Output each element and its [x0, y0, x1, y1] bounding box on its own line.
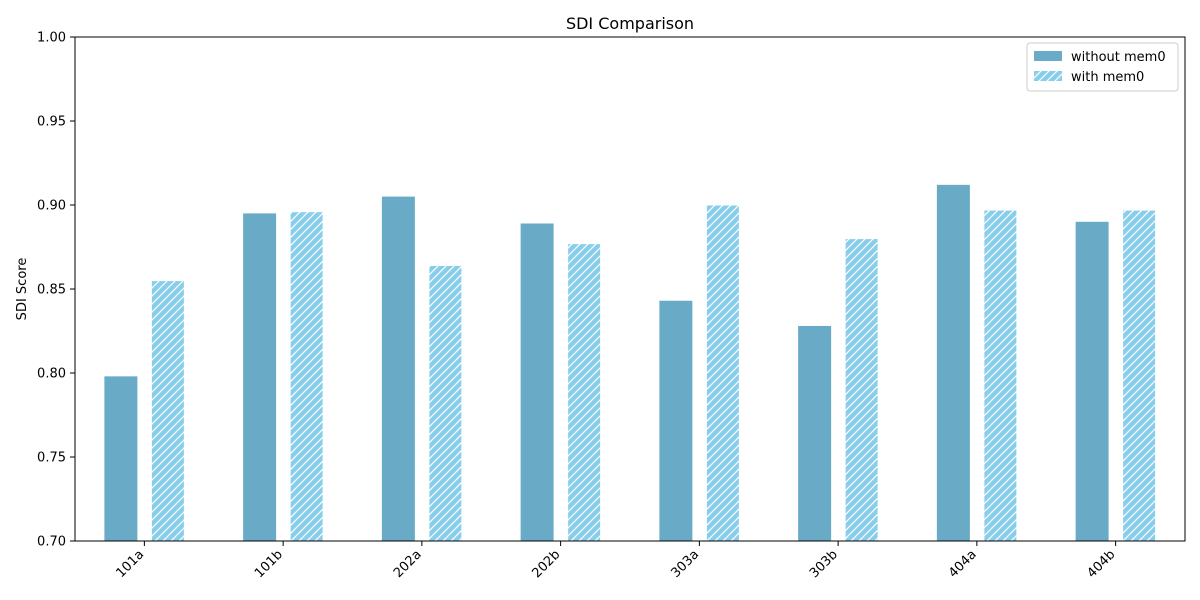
y-tick-label: 0.95: [37, 115, 66, 130]
x-tick-label: 303a: [668, 547, 702, 581]
y-tick-label: 0.80: [37, 367, 66, 382]
legend: without mem0 with mem0: [1026, 42, 1179, 92]
plot-area: 101a 101b 202a 202b 303a 303b 404a 404b 0.70 0.75…: [37, 31, 1186, 581]
bar-101b-with-mem0: [289, 211, 324, 542]
bar-202b-with-mem0: [567, 243, 602, 542]
bar-202b-without-mem0: [520, 223, 554, 542]
bar-303a-without-mem0: [659, 300, 693, 541]
bar-303a-with-mem0: [705, 204, 740, 542]
x-tick-label: 404a: [946, 547, 980, 581]
bar-101b-without-mem0: [243, 213, 277, 541]
bar-202a-with-mem0: [428, 264, 463, 542]
plot-frame: [74, 36, 1186, 542]
bar-202a-without-mem0: [381, 196, 415, 541]
x-tick-label: 303b: [807, 547, 841, 581]
bar-101a-without-mem0: [104, 376, 138, 541]
x-tick-label: 202a: [391, 547, 425, 581]
legend-swatch-without-mem0: [1034, 51, 1062, 61]
legend-box: [1026, 42, 1179, 92]
bar-303b-with-mem0: [844, 238, 879, 542]
bar-404a-with-mem0: [983, 209, 1018, 542]
x-tick-label: 101a: [113, 547, 147, 581]
y-tick-label: 0.90: [37, 199, 66, 214]
y-tick-label: 0.75: [37, 451, 66, 466]
bar-101a-with-mem0: [150, 280, 185, 542]
x-tick-label: 202b: [529, 547, 563, 581]
y-tick-label: 1.00: [37, 31, 66, 46]
bar-404b-without-mem0: [1075, 221, 1109, 542]
y-tick-label: 0.70: [37, 535, 66, 550]
chart-title: SDI Comparison: [566, 14, 694, 33]
bar-404b-with-mem0: [1122, 209, 1157, 542]
y-axis-label: SDI Score: [15, 258, 30, 321]
legend-label-without-mem0: without mem0: [1071, 50, 1166, 65]
x-tick-label: 101b: [252, 547, 286, 581]
bar-303b-without-mem0: [798, 325, 832, 541]
bar-404a-without-mem0: [936, 184, 970, 541]
y-tick-label: 0.85: [37, 283, 66, 298]
x-tick-label: 404b: [1084, 547, 1118, 581]
legend-label-with-mem0: with mem0: [1071, 70, 1144, 85]
legend-swatch-with-mem0: [1034, 71, 1062, 81]
